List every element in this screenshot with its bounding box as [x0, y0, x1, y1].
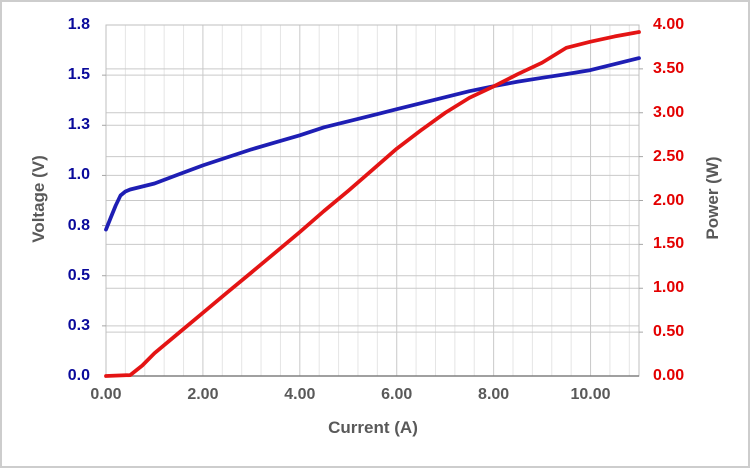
current-tick-label-6.00: 6.00 — [381, 386, 413, 403]
voltage-tick-label-1.3: 1.3 — [67, 116, 90, 134]
power-tick-label-2.50: 2.50 — [653, 147, 685, 165]
power-tick-label-0.50: 0.50 — [653, 323, 685, 341]
voltage-tick-label-0.0: 0.0 — [67, 367, 90, 384]
power-tick-label-2.00: 2.00 — [653, 191, 685, 209]
power-series-line — [104, 30, 641, 378]
power-axis-title: Power (W) — [703, 156, 722, 240]
current-axis-title: Current (A) — [328, 418, 418, 437]
voltage-tick-label-0.5: 0.5 — [67, 266, 90, 284]
power-tick-label-3.00: 3.00 — [653, 103, 685, 121]
voltage-series-line — [104, 56, 641, 232]
current-tick-label-4.00: 4.00 — [284, 386, 316, 403]
voltage-tick-label-1.0: 1.0 — [67, 166, 90, 184]
voltage-tick-label-0.8: 0.8 — [67, 216, 90, 234]
power-tick-label-4.00: 4.00 — [653, 16, 685, 33]
current-tick-label-8.00: 8.00 — [478, 386, 510, 403]
power-tick-label-1.00: 1.00 — [653, 279, 685, 297]
power-tick-label-3.50: 3.50 — [653, 59, 685, 77]
voltage-tick-label-0.3: 0.3 — [67, 316, 90, 334]
power-tick-label-1.50: 1.50 — [653, 235, 685, 253]
current-tick-label-0.00: 0.00 — [90, 386, 122, 403]
voltage-tick-label-1.5: 1.5 — [67, 66, 90, 84]
voltage-axis-title: Voltage (V) — [29, 155, 48, 243]
current-tick-label-2.00: 2.00 — [187, 386, 219, 403]
power-tick-label-0.00: 0.00 — [653, 367, 685, 384]
current-tick-label-10.00: 10.00 — [570, 386, 611, 403]
voltage-tick-label-1.8: 1.8 — [67, 16, 90, 33]
